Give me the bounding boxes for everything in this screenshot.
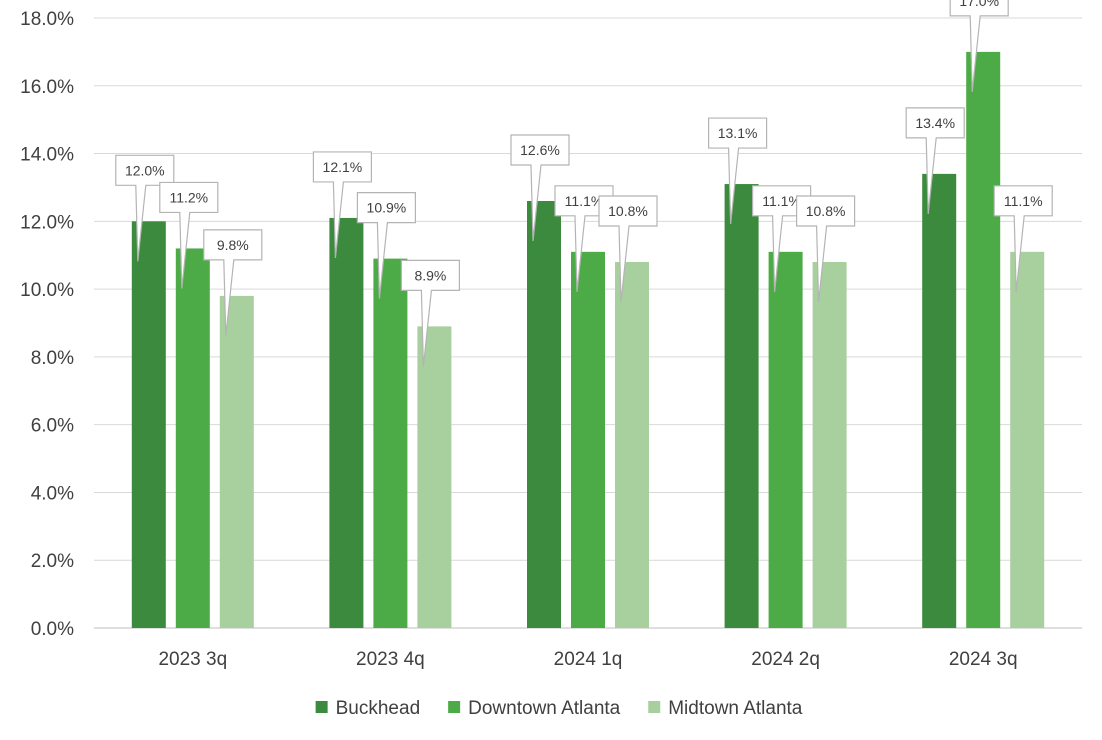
y-tick-label: 2.0% bbox=[31, 551, 74, 572]
data-label: 11.1% bbox=[993, 185, 1053, 292]
data-labels: 12.0%11.2%9.8%12.1%10.9%8.9%12.6%11.1%10… bbox=[115, 0, 1053, 367]
data-label: 13.4% bbox=[905, 107, 965, 214]
legend-swatch bbox=[448, 701, 461, 713]
bar bbox=[1010, 251, 1045, 629]
bar bbox=[768, 251, 803, 629]
bar bbox=[571, 251, 605, 629]
bar bbox=[329, 217, 364, 628]
y-axis: 0.0% 2.0% 4.0% 6.0% 8.0% 10.0% 12.0% 14.0% 16.0%… bbox=[20, 9, 74, 640]
bars bbox=[131, 51, 1045, 629]
y-tick-label: 14.0% bbox=[20, 145, 74, 166]
bar bbox=[615, 262, 649, 628]
bar bbox=[373, 258, 408, 628]
data-label: 8.9% bbox=[400, 259, 460, 367]
x-tick-label: 2024 3q bbox=[949, 649, 1018, 670]
y-tick-label: 8.0% bbox=[31, 348, 74, 369]
svg-text:11.1%: 11.1% bbox=[1004, 193, 1043, 209]
legend-swatch bbox=[648, 701, 661, 713]
data-label: 17.0% bbox=[949, 0, 1009, 92]
y-tick-label: 12.0% bbox=[20, 212, 74, 233]
data-label: 10.8% bbox=[598, 195, 658, 303]
bar bbox=[175, 248, 210, 628]
svg-text:12.0%: 12.0% bbox=[125, 162, 165, 178]
svg-text:13.1%: 13.1% bbox=[718, 125, 758, 141]
legend-label: Buckhead bbox=[336, 698, 421, 719]
legend-item: Buckhead bbox=[315, 698, 421, 719]
data-label: 12.0% bbox=[115, 154, 175, 262]
legend-item: Midtown Atlanta bbox=[648, 698, 803, 719]
bar bbox=[417, 326, 452, 628]
x-tick-label: 2024 1q bbox=[554, 649, 623, 670]
svg-text:12.1%: 12.1% bbox=[323, 159, 363, 175]
svg-text:13.4%: 13.4% bbox=[915, 115, 955, 131]
data-label: 11.2% bbox=[159, 181, 219, 289]
bar bbox=[527, 201, 561, 628]
svg-text:8.9%: 8.9% bbox=[414, 267, 446, 283]
data-label: 13.1% bbox=[708, 117, 768, 225]
svg-text:11.2%: 11.2% bbox=[169, 189, 208, 205]
data-label: 9.8% bbox=[203, 229, 263, 336]
svg-text:17.0%: 17.0% bbox=[959, 0, 999, 9]
bar bbox=[966, 51, 1001, 628]
svg-text:10.9%: 10.9% bbox=[367, 200, 407, 216]
x-axis: 2023 3q 2023 4q 2024 1q 2024 2q 2024 3q bbox=[158, 649, 1017, 670]
svg-text:11.1%: 11.1% bbox=[762, 193, 801, 209]
bar bbox=[219, 295, 254, 628]
legend-label: Midtown Atlanta bbox=[668, 698, 803, 719]
legend-swatch bbox=[315, 701, 328, 713]
x-tick-label: 2023 3q bbox=[158, 649, 227, 670]
y-tick-label: 18.0% bbox=[20, 9, 74, 30]
y-tick-label: 16.0% bbox=[20, 77, 74, 98]
y-tick-label: 10.0% bbox=[20, 280, 74, 301]
bar bbox=[724, 184, 759, 629]
svg-text:10.8%: 10.8% bbox=[806, 203, 846, 219]
bar bbox=[922, 173, 957, 628]
svg-text:11.1%: 11.1% bbox=[565, 193, 604, 209]
svg-text:10.8%: 10.8% bbox=[608, 203, 648, 219]
data-label: 10.8% bbox=[796, 195, 856, 303]
y-tick-label: 0.0% bbox=[31, 619, 74, 640]
data-label: 10.9% bbox=[356, 192, 416, 299]
x-tick-label: 2024 2q bbox=[751, 649, 820, 670]
y-tick-label: 6.0% bbox=[31, 416, 74, 437]
svg-text:12.6%: 12.6% bbox=[520, 142, 560, 158]
data-label: 12.6% bbox=[510, 134, 570, 242]
data-label: 12.1% bbox=[312, 151, 372, 259]
svg-text:9.8%: 9.8% bbox=[217, 237, 249, 253]
x-tick-label: 2023 4q bbox=[356, 649, 425, 670]
bar bbox=[131, 221, 166, 629]
legend: Buckhead Downtown Atlanta Midtown Atlanta bbox=[315, 698, 803, 719]
legend-label: Downtown Atlanta bbox=[468, 698, 621, 719]
bar bbox=[812, 262, 847, 628]
y-tick-label: 4.0% bbox=[31, 483, 74, 504]
legend-item: Downtown Atlanta bbox=[448, 698, 621, 719]
